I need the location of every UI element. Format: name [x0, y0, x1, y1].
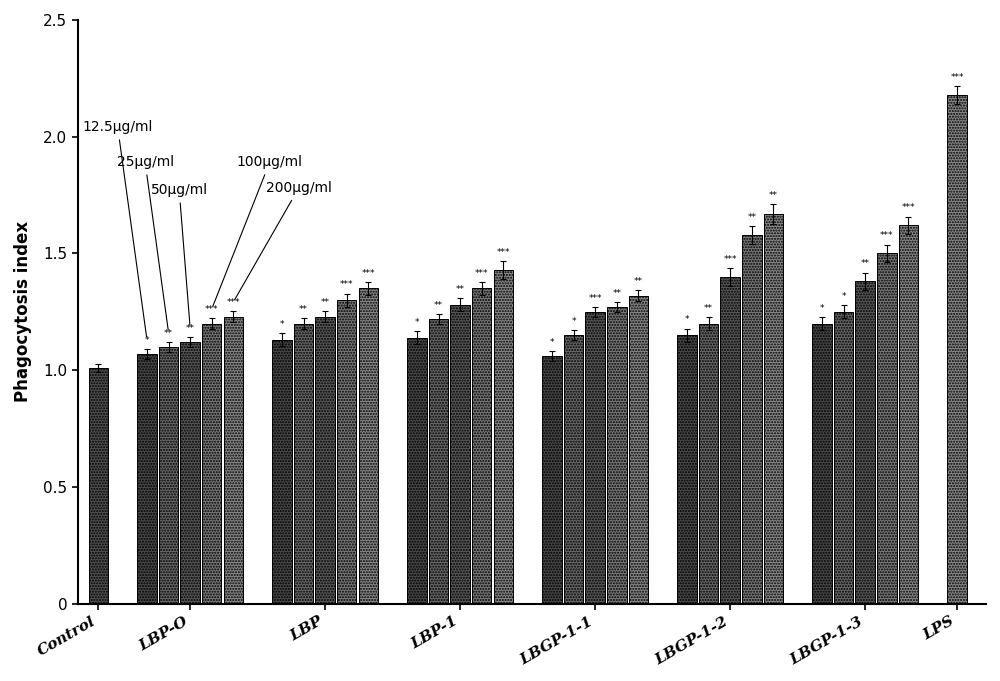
Text: **: ** [861, 259, 870, 268]
Bar [812, 323, 832, 604]
Bar [315, 317, 335, 604]
Text: ***: *** [497, 248, 510, 257]
Text: ***: *** [475, 269, 489, 278]
Bar [224, 317, 243, 604]
Bar [699, 323, 718, 604]
Bar [947, 95, 967, 604]
Bar [585, 312, 605, 604]
Text: **: ** [634, 277, 643, 286]
Bar [494, 270, 513, 604]
Text: ***: *** [950, 73, 964, 82]
Bar [407, 338, 427, 604]
Text: *: * [280, 320, 284, 329]
Bar [159, 347, 178, 604]
Text: **: ** [164, 328, 173, 338]
Bar [720, 276, 740, 604]
Text: **: ** [434, 300, 443, 310]
Y-axis label: Phagocytosis index: Phagocytosis index [14, 221, 32, 402]
Bar [202, 323, 221, 604]
Text: ***: *** [902, 204, 915, 212]
Text: ***: *** [362, 269, 375, 278]
Text: **: ** [769, 191, 778, 200]
Text: **: ** [186, 324, 195, 333]
Text: **: ** [321, 298, 330, 307]
Bar [89, 368, 108, 604]
Text: 25μg/ml: 25μg/ml [117, 155, 174, 330]
Text: **: ** [747, 212, 756, 222]
Bar [180, 343, 200, 604]
Text: ***: *** [588, 294, 602, 302]
Bar [877, 253, 897, 604]
Bar [855, 281, 875, 604]
Text: ***: *** [723, 255, 737, 264]
Bar [542, 356, 562, 604]
Text: ***: *** [880, 232, 894, 240]
Bar [429, 319, 448, 604]
Text: **: ** [456, 285, 465, 294]
Text: ***: *** [205, 305, 218, 314]
Text: ***: *** [227, 298, 240, 307]
Bar [359, 289, 378, 604]
Text: *: * [820, 304, 824, 313]
Text: *: * [841, 292, 846, 301]
Text: *: * [145, 336, 149, 345]
Bar [834, 312, 853, 604]
Text: ***: *** [340, 281, 353, 289]
Text: **: ** [299, 305, 308, 314]
Text: *: * [571, 317, 576, 326]
Bar [607, 307, 627, 604]
Bar [137, 354, 157, 604]
Text: 100μg/ml: 100μg/ml [213, 155, 303, 306]
Bar [764, 214, 783, 604]
Bar [450, 305, 470, 604]
Bar [272, 340, 292, 604]
Text: 12.5μg/ml: 12.5μg/ml [83, 121, 153, 336]
Bar [337, 300, 356, 604]
Text: *: * [685, 315, 689, 324]
Bar [472, 289, 491, 604]
Text: 200μg/ml: 200μg/ml [235, 181, 332, 300]
Bar [294, 323, 313, 604]
Bar [742, 235, 762, 604]
Text: 50μg/ml: 50μg/ml [151, 183, 208, 325]
Text: *: * [415, 318, 419, 327]
Bar [629, 296, 648, 604]
Text: *: * [550, 338, 554, 347]
Bar [677, 335, 697, 604]
Bar [564, 335, 583, 604]
Text: **: ** [612, 289, 621, 298]
Bar [899, 225, 918, 604]
Text: **: ** [704, 304, 713, 313]
